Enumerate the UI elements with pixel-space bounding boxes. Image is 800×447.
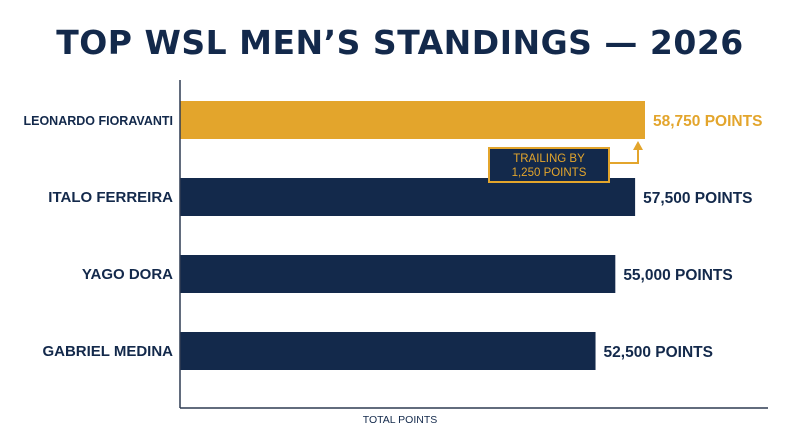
bar — [180, 101, 645, 139]
category-label: ITALO FERREIRA — [48, 189, 173, 206]
category-label: GABRIEL MEDINA — [42, 343, 173, 360]
annotation-arrowhead — [633, 141, 643, 150]
category-label: YAGO DORA — [82, 266, 173, 283]
value-label: 52,500 POINTS — [604, 344, 713, 361]
annotation-connector — [609, 149, 639, 164]
bar — [180, 255, 616, 293]
category-label: LEONARDO FIORAVANTI — [23, 114, 173, 128]
annotation-text: TRAILING BY — [513, 153, 585, 165]
value-label: 57,500 POINTS — [643, 190, 752, 207]
annotation-text: 1,250 POINTS — [512, 167, 587, 179]
x-axis-title: TOTAL POINTS — [363, 414, 437, 426]
value-label: 55,000 POINTS — [623, 267, 732, 284]
bar — [180, 178, 636, 216]
annotation-callout: TRAILING BY 1,250 POINTS — [488, 141, 643, 183]
value-label: 58,750 POINTS — [653, 113, 762, 130]
annotation-box — [488, 147, 610, 183]
bar — [180, 332, 596, 370]
bars-layer: LEONARDO FIORAVANTI 58,750 POINTS ITALO FE… — [23, 101, 762, 370]
chart-title: TOP WSL MEN’S STANDINGS — 2026 — [56, 23, 744, 62]
